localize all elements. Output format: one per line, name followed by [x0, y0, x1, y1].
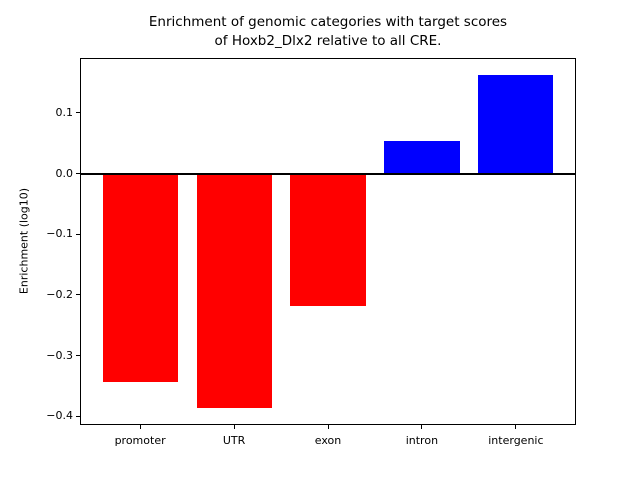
x-tick-mark: [139, 425, 141, 429]
x-tick-label-promoter: promoter: [114, 434, 166, 447]
x-tick-label-intergenic: intergenic: [488, 434, 544, 447]
x-tick-label-UTR: UTR: [222, 434, 246, 447]
y-tick-mark: [76, 415, 80, 417]
x-tick-label-exon: exon: [314, 434, 342, 447]
chart-title: Enrichment of genomic categories with ta…: [80, 13, 576, 51]
x-tick-mark: [233, 425, 235, 429]
y-tick-mark: [76, 355, 80, 356]
bar-exon: [290, 173, 366, 307]
zero-baseline: [80, 172, 576, 175]
chart-title-line2: of Hoxb2_Dlx2 relative to all CRE.: [214, 33, 442, 49]
y-tick-label: 0.1: [55, 105, 74, 119]
y-tick-label: 0.0: [55, 166, 74, 180]
x-tick-mark: [327, 425, 329, 429]
y-tick-mark: [76, 112, 80, 114]
bar-intron: [384, 140, 460, 174]
y-tick-label: −0.1: [46, 227, 73, 241]
y-tick-mark: [76, 173, 80, 175]
bar-promoter: [102, 173, 178, 382]
bar-UTR: [196, 173, 272, 409]
chart-title-line1: Enrichment of genomic categories with ta…: [148, 14, 508, 30]
y-tick-label: −0.4: [46, 409, 73, 423]
x-tick-label-intron: intron: [405, 434, 439, 447]
y-tick-mark: [76, 233, 80, 235]
x-tick-mark: [421, 425, 423, 429]
y-tick-label: −0.3: [46, 348, 73, 362]
bar-intergenic: [478, 74, 554, 174]
x-tick-mark: [515, 425, 517, 429]
y-tick-mark: [76, 294, 80, 296]
y-tick-label: −0.2: [46, 287, 73, 301]
